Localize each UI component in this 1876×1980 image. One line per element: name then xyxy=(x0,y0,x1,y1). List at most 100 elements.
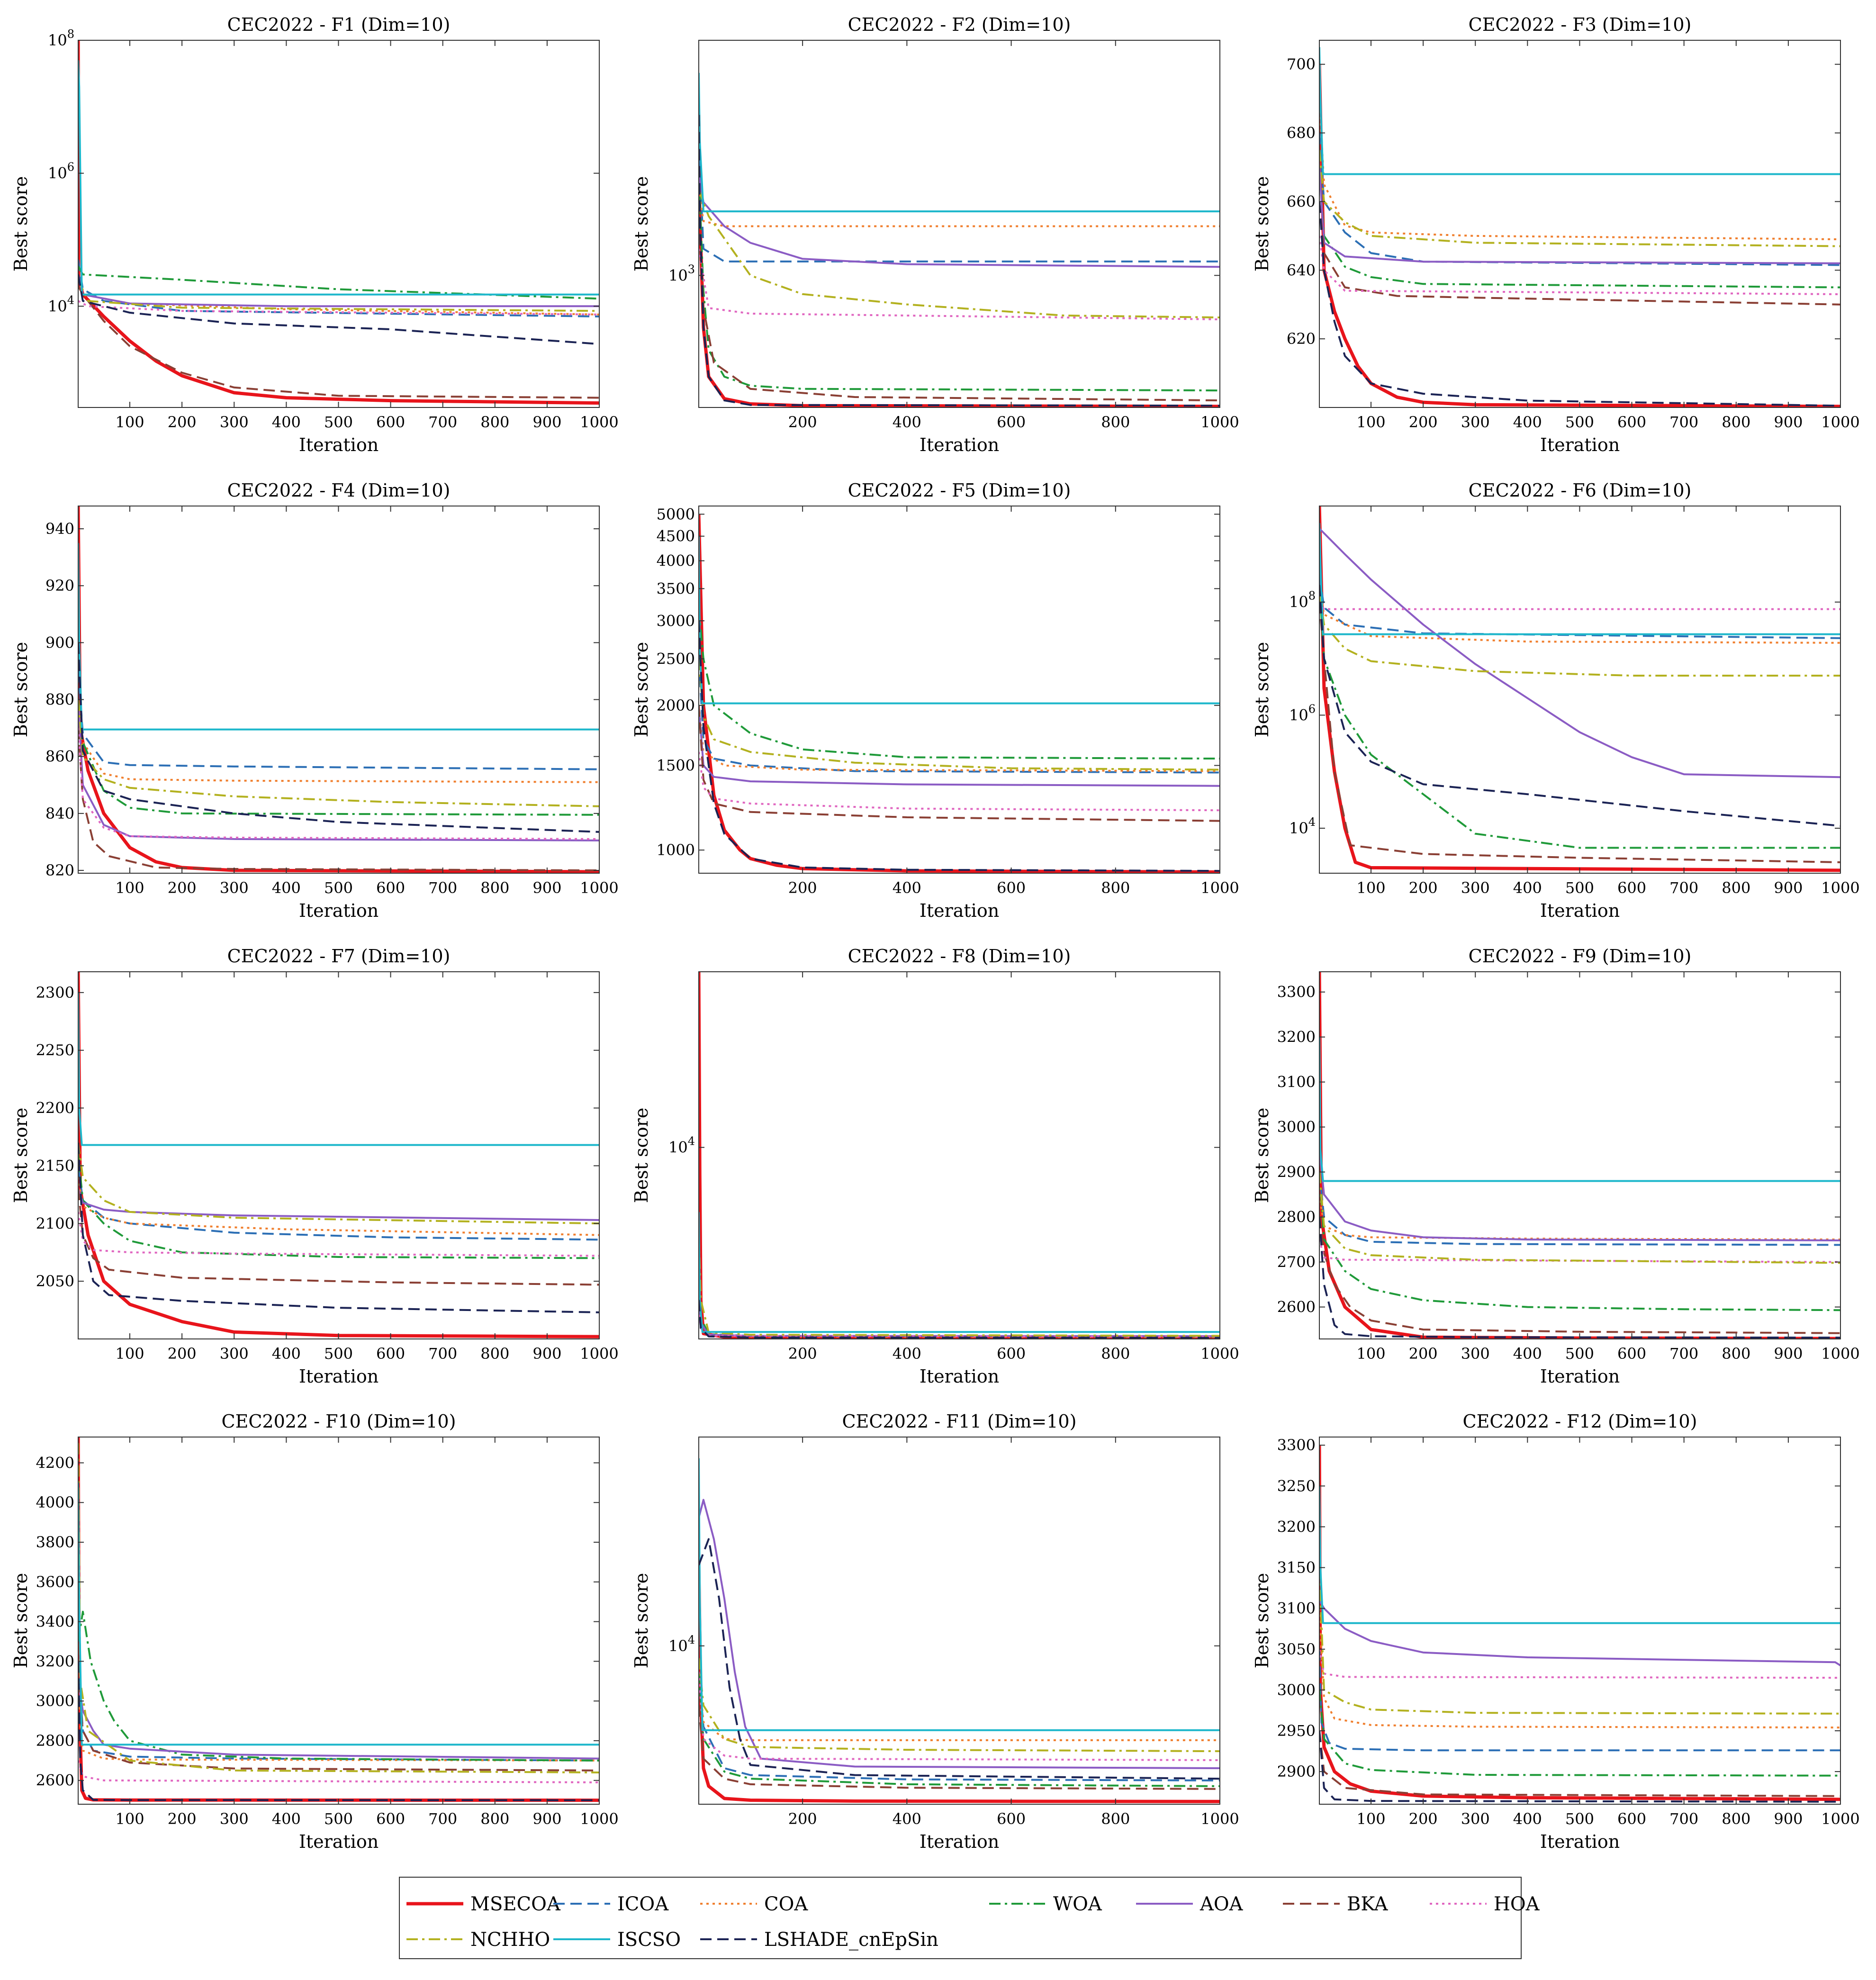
x-tick-label: 800 xyxy=(480,1810,509,1828)
series-line-woa xyxy=(78,1610,599,1762)
series-line-aoa xyxy=(1319,1149,1840,1241)
series-line-lshade-cnepsin xyxy=(78,274,599,345)
series-line-lshade-cnepsin xyxy=(78,642,599,833)
series-line-bka xyxy=(699,1705,1220,1790)
x-tick-label: 500 xyxy=(1565,1345,1594,1363)
y-axis-label: Best score xyxy=(1252,176,1272,272)
subplot-8: 200 400 600 800 1000 104 CEC2022 - F8 (Dim=10)… xyxy=(631,946,1239,1387)
x-tick-label: 400 xyxy=(893,879,921,897)
y-tick-label: 3300 xyxy=(1277,1436,1316,1454)
x-tick-label: 300 xyxy=(1461,1345,1490,1363)
x-tick-label: 400 xyxy=(1513,1810,1542,1828)
x-tick-label: 800 xyxy=(480,413,509,431)
x-tick-label: 700 xyxy=(428,1810,457,1828)
series-line-hoa xyxy=(699,248,1220,321)
series-line-icoa xyxy=(1319,1172,1840,1246)
legend-label: NCHHO xyxy=(470,1929,550,1951)
y-tick-label: 3400 xyxy=(36,1613,74,1631)
legend-label: AOA xyxy=(1200,1893,1244,1915)
y-axis-label: Best score xyxy=(10,1573,31,1669)
subplot-title: CEC2022 - F5 (Dim=10) xyxy=(848,480,1071,501)
legend-label: HOA xyxy=(1494,1893,1540,1915)
series-group xyxy=(699,1458,1220,1803)
x-tick-label: 1000 xyxy=(1821,1810,1859,1828)
series-line-nchho xyxy=(1319,592,1840,677)
x-tick-label: 700 xyxy=(428,879,457,897)
x-tick-label: 200 xyxy=(788,879,817,897)
y-tick-label: 3300 xyxy=(1277,983,1316,1001)
y-tick-label: 1000 xyxy=(657,841,695,859)
plot-area xyxy=(1319,40,1840,407)
y-tick-label: 3200 xyxy=(36,1652,74,1670)
x-tick-label: 1000 xyxy=(1200,413,1239,431)
x-tick-label: 600 xyxy=(376,1345,405,1363)
series-line-lshade-cnepsin xyxy=(1319,585,1840,827)
series-line-hoa xyxy=(1319,1649,1840,1679)
x-tick-label: 800 xyxy=(480,1345,509,1363)
x-tick-label: 200 xyxy=(1409,1810,1438,1828)
y-tick-label: 104 xyxy=(1289,815,1316,837)
x-tick-label: 100 xyxy=(1356,413,1385,431)
x-axis-label: Iteration xyxy=(1540,1831,1620,1852)
series-line-coa xyxy=(78,699,599,783)
y-tick-label: 104 xyxy=(668,1633,695,1655)
axes-box xyxy=(698,506,1220,874)
y-tick-label: 2800 xyxy=(36,1732,74,1750)
x-tick-label: 700 xyxy=(1669,1345,1698,1363)
series-line-msecoa xyxy=(78,972,599,1338)
series-group xyxy=(1319,1445,1840,1803)
x-tick-label: 600 xyxy=(376,879,405,897)
plot-area xyxy=(699,972,1220,1339)
series-line-icoa xyxy=(1319,1649,1840,1752)
x-tick-label: 200 xyxy=(1409,879,1438,897)
y-tick-label: 108 xyxy=(1289,589,1316,611)
y-axis-label: Best score xyxy=(1252,1108,1272,1203)
legend-item-lshade-cnepsin: LSHADE_cnEpSin xyxy=(700,1929,938,1951)
series-line-aoa xyxy=(1319,528,1840,778)
subplot-9: 100 200 300 400 500 600 700 800 900 1000 2600 2700 2… xyxy=(1252,946,1860,1387)
x-tick-label: 600 xyxy=(376,413,405,431)
x-tick-label: 800 xyxy=(480,879,509,897)
x-axis-label: Iteration xyxy=(299,1366,379,1387)
legend-label: MSECOA xyxy=(470,1893,561,1915)
x-tick-label: 1000 xyxy=(1821,413,1859,431)
subplot-title: CEC2022 - F2 (Dim=10) xyxy=(848,14,1071,35)
axes-box xyxy=(698,971,1220,1339)
legend-item-hoa: HOA xyxy=(1430,1893,1540,1915)
series-line-nchho xyxy=(78,1443,599,1773)
series-line-nchho xyxy=(78,1142,599,1225)
x-tick-label: 900 xyxy=(1774,1345,1803,1363)
series-line-aoa xyxy=(1319,167,1840,264)
series-line-coa xyxy=(699,1672,1220,1741)
y-tick-label: 840 xyxy=(45,805,74,823)
x-tick-label: 600 xyxy=(997,1810,1026,1828)
y-tick-label: 640 xyxy=(1287,261,1316,279)
series-line-woa xyxy=(1319,1690,1840,1777)
x-tick-label: 200 xyxy=(788,1810,817,1828)
series-line-aoa xyxy=(699,705,1220,787)
x-tick-label: 600 xyxy=(997,1345,1026,1363)
x-tick-label: 800 xyxy=(1722,1345,1750,1363)
legend-label: BKA xyxy=(1347,1893,1389,1915)
x-tick-label: 400 xyxy=(893,1810,921,1828)
y-tick-label: 700 xyxy=(1287,55,1316,73)
series-line-woa xyxy=(699,1672,1220,1787)
series-line-aoa xyxy=(1319,1600,1840,1666)
x-tick-label: 1000 xyxy=(580,879,618,897)
series-group xyxy=(78,506,599,873)
series-line-bka xyxy=(78,1188,599,1286)
series-line-msecoa xyxy=(1319,64,1840,407)
series-line-nchho xyxy=(699,659,1220,771)
plot-area xyxy=(78,40,599,407)
subplot-title: CEC2022 - F9 (Dim=10) xyxy=(1469,946,1692,967)
legend-item-bka: BKA xyxy=(1283,1893,1389,1915)
x-tick-label: 700 xyxy=(1669,1810,1698,1828)
subplot-title: CEC2022 - F4 (Dim=10) xyxy=(227,480,451,501)
y-tick-label: 108 xyxy=(48,27,74,49)
subplot-title: CEC2022 - F8 (Dim=10) xyxy=(848,946,1071,967)
y-tick-label: 660 xyxy=(1287,192,1316,210)
series-line-lshade-cnepsin xyxy=(78,1142,599,1313)
y-tick-label: 3800 xyxy=(36,1533,74,1551)
y-tick-label: 106 xyxy=(1289,702,1316,724)
y-axis-label: Best score xyxy=(10,1108,31,1203)
